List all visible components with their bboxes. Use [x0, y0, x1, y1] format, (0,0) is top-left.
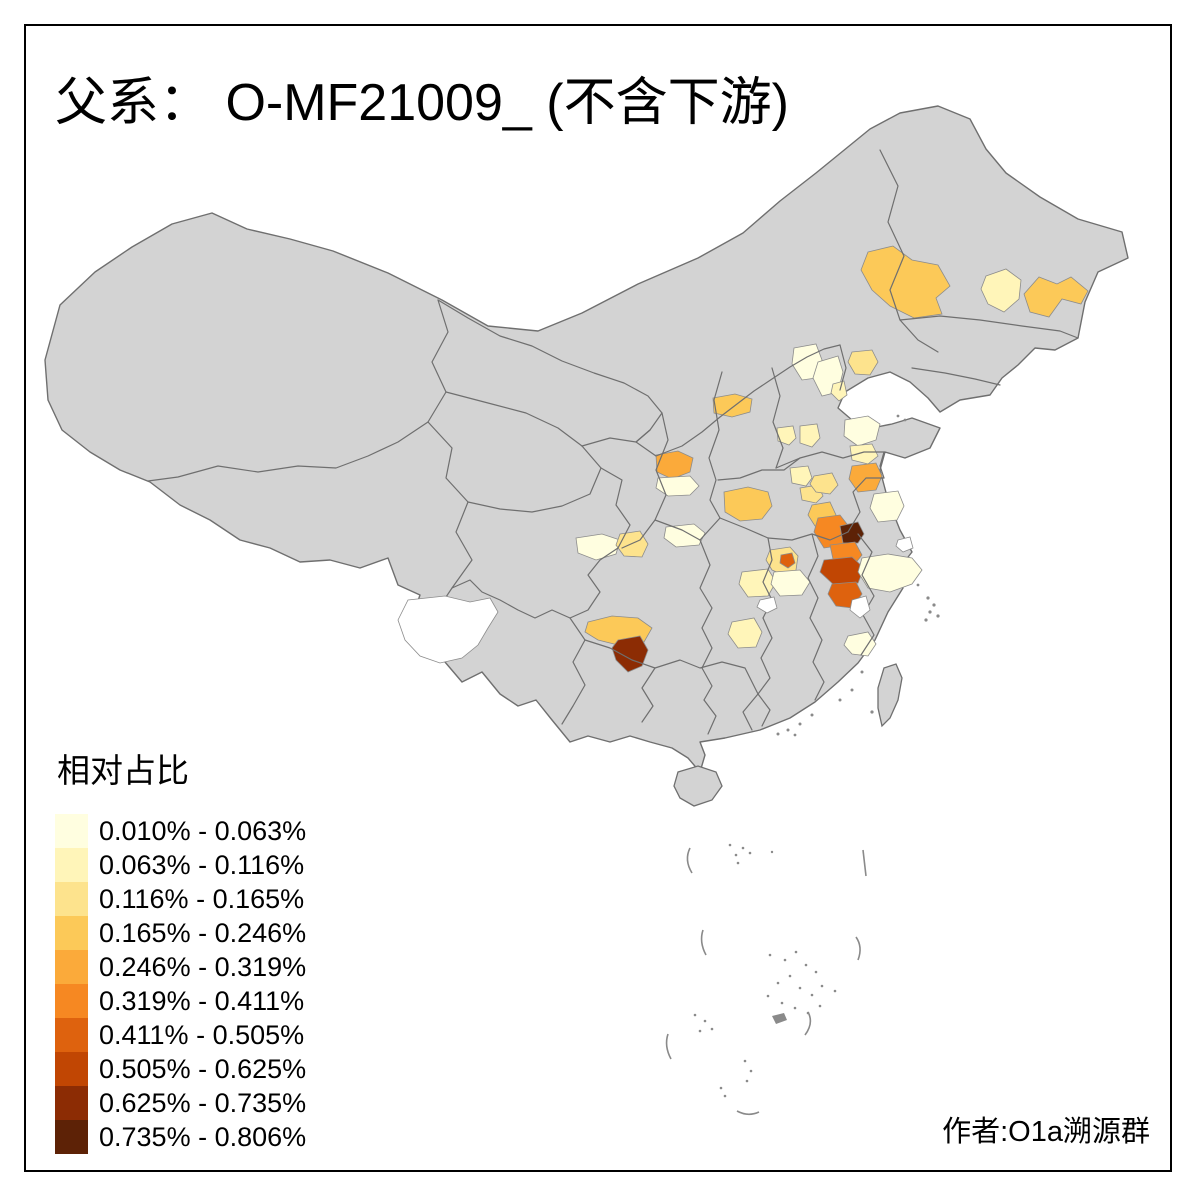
map-region-shandong-southwest — [849, 443, 879, 465]
legend-swatch — [55, 1086, 88, 1120]
legend-label: 0.625% - 0.735% — [99, 1087, 307, 1118]
legend-row: 0.165% - 0.246% — [55, 916, 306, 950]
taiwan-island — [877, 663, 903, 728]
coastal-islands — [776, 414, 940, 737]
map-region-liaoning-west — [847, 349, 879, 376]
south-sea-islets — [693, 843, 837, 1098]
legend-label: 0.319% - 0.411% — [99, 985, 305, 1016]
legend-label: 0.246% - 0.319% — [99, 951, 307, 982]
no-data-and-lakes — [397, 536, 914, 664]
legend-label: 0.735% - 0.806% — [99, 1121, 307, 1152]
page-title: 父系： O-MF21009_ (不含下游) — [55, 74, 789, 132]
author-credit: 作者:O1a溯源群 — [942, 1116, 1150, 1148]
map-region-zhejiang-north — [857, 553, 923, 593]
legend-swatch — [55, 950, 88, 984]
map-region-northeast-far-west — [860, 245, 951, 319]
legend-label: 0.165% - 0.246% — [99, 917, 307, 948]
legend-row: 0.010% - 0.063% — [55, 814, 306, 848]
map-region-hubei-southeast — [770, 569, 811, 597]
china-outline — [44, 105, 1129, 807]
legend-swatch — [55, 984, 88, 1018]
nine-dash-line — [665, 847, 867, 1116]
lake-taihu — [895, 536, 914, 553]
hainan-island — [673, 765, 723, 807]
legend-row: 0.625% - 0.735% — [55, 1086, 306, 1120]
legend-swatch — [55, 1120, 88, 1154]
map-region-anhui-southwest — [819, 556, 865, 586]
map-region-hunan-east — [727, 617, 763, 649]
map-region-northeast-east — [1023, 276, 1089, 318]
map-region-shandong-west — [843, 415, 881, 447]
map-region-jiangsu-north — [848, 462, 883, 493]
legend-label: 0.116% - 0.165% — [99, 883, 305, 914]
legend-swatch — [55, 814, 88, 848]
map-region-northeast-center — [980, 268, 1022, 313]
map-region-henan-southwest — [723, 486, 773, 522]
lake-dongting — [756, 596, 778, 614]
colored-regions-layer — [575, 245, 1089, 673]
legend-title: 相对占比 — [57, 752, 189, 789]
map-region-fujian-east — [843, 631, 877, 657]
map-region-hebei-south — [799, 423, 821, 448]
legend: 相对占比 0.010% - 0.063% 0.063% - 0.116% 0.116… — [55, 744, 306, 1154]
legend-label: 0.505% - 0.625% — [99, 1053, 307, 1084]
legend-swatch — [55, 1052, 88, 1086]
map-region-sichuan-east — [663, 523, 706, 548]
legend-row: 0.063% - 0.116% — [55, 848, 306, 882]
legend-row: 0.116% - 0.165% — [55, 882, 306, 916]
legend-label: 0.411% - 0.505% — [99, 1019, 305, 1050]
lake-poyang — [849, 595, 871, 619]
legend-rows: 0.010% - 0.063% 0.063% - 0.116% 0.116% - 0… — [55, 814, 306, 1154]
legend-row: 0.505% - 0.625% — [55, 1052, 306, 1086]
legend-swatch — [55, 916, 88, 950]
map-region-henan-north — [776, 425, 797, 446]
legend-swatch — [55, 1018, 88, 1052]
legend-label: 0.010% - 0.063% — [99, 815, 307, 846]
legend-label: 0.063% - 0.116% — [99, 849, 305, 880]
map-region-anhui-northwest — [809, 472, 839, 495]
no-data-region-southwest — [397, 595, 499, 664]
legend-row: 0.735% - 0.806% — [55, 1120, 306, 1154]
legend-row: 0.246% - 0.319% — [55, 950, 306, 984]
legend-swatch — [55, 882, 88, 916]
legend-row: 0.319% - 0.411% — [55, 984, 306, 1018]
map-region-shaanxi-south — [655, 475, 700, 497]
legend-swatch — [55, 848, 88, 882]
legend-row: 0.411% - 0.505% — [55, 1018, 306, 1052]
province-borders — [147, 149, 1079, 735]
map-region-hubei-city — [779, 552, 796, 569]
map-region-jiangsu-middle — [869, 490, 905, 523]
map-region-henan-center — [789, 465, 813, 487]
